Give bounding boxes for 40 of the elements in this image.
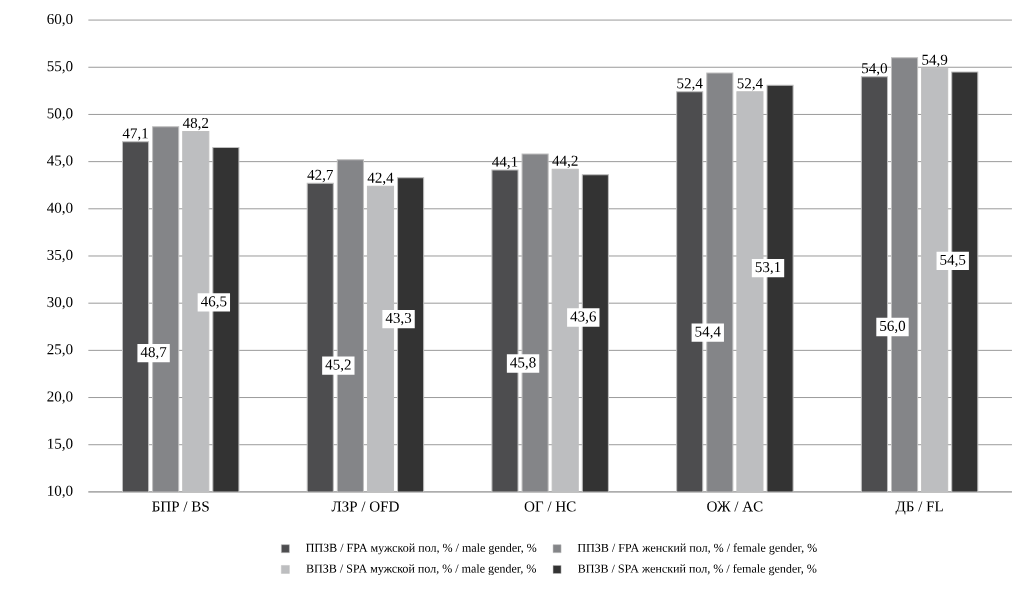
y-tick-label: 45,0	[47, 155, 73, 168]
y-tick-label: 60,0	[47, 13, 73, 27]
data-label: 54,5	[940, 254, 966, 267]
data-label: 52,4	[677, 78, 703, 91]
data-label: 42,4	[367, 172, 394, 185]
data-label: 56,0	[880, 320, 906, 333]
x-tick-label: ОГ / HC	[524, 501, 576, 512]
y-tick-label: 50,0	[47, 108, 73, 121]
y-tick-label: 25,0	[47, 344, 73, 357]
data-label: 43,3	[385, 312, 412, 326]
data-label: 47,1	[122, 128, 148, 141]
y-tick-label: 55,0	[47, 60, 73, 74]
y-tick-label: 40,0	[47, 202, 73, 215]
data-label: 42,7	[307, 169, 333, 182]
data-label: 53,1	[755, 261, 781, 275]
y-tick-label: 35,0	[47, 249, 73, 262]
data-label: 45,2	[325, 359, 351, 372]
data-label: 52,4	[737, 78, 763, 91]
legend-label: ВПЗВ / SPA женский пол, % / female gender, %	[578, 563, 817, 575]
data-label: 44,2	[552, 155, 578, 168]
x-tick-label: БПР / BS	[152, 501, 209, 512]
data-label: 54,0	[862, 62, 888, 76]
y-tick-label: 20,0	[47, 391, 73, 404]
legend-label: ППЗВ / FPA женский пол, % / female gender, %	[577, 543, 817, 555]
data-label: 44,1	[492, 156, 518, 169]
data-label: 48,2	[182, 117, 209, 131]
data-label: 48,7	[140, 346, 167, 360]
x-tick-label: ЛЗР / OFD	[331, 501, 399, 512]
data-label: 43,6	[570, 311, 597, 324]
data-label: 54,4	[695, 326, 721, 339]
y-tick-label: 10,0	[48, 485, 73, 498]
data-label: 46,5	[200, 296, 227, 309]
y-tick-label: 30,0	[47, 296, 73, 310]
legend-label: ВПЗВ / SPA мужской пол, % / male gender, %	[306, 563, 536, 575]
legend-label: ППЗВ / FPA мужской пол, % / male gender, %	[306, 543, 537, 555]
data-label: 54,9	[922, 54, 948, 67]
x-tick-label: ДБ / FL	[895, 501, 943, 515]
x-tick-label: ОЖ / AC	[707, 501, 763, 512]
data-label: 45,8	[510, 357, 536, 370]
y-tick-label: 15,0	[48, 438, 73, 451]
